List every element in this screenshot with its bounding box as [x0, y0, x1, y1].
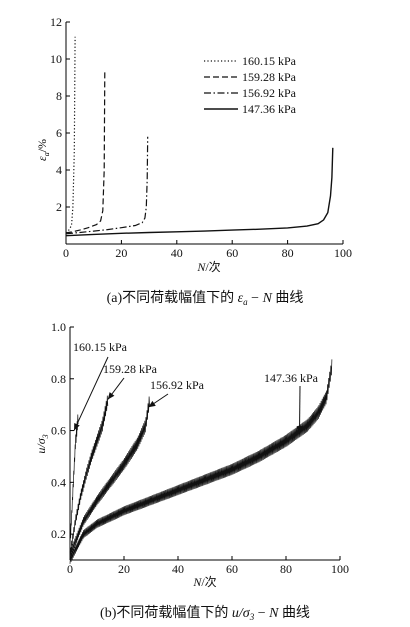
x-tick-label: 100: [331, 562, 349, 576]
x-tick-label: 80: [282, 246, 294, 260]
x-axis-label: N/次: [192, 575, 216, 589]
y-tick-label: 4: [56, 163, 62, 177]
annotation-arrowhead: [296, 426, 303, 434]
y-axis-label: εa/%: [35, 139, 51, 161]
y-tick-label: 12: [50, 15, 62, 29]
series-band: [69, 396, 150, 559]
annotation-label: 159.28 kPa: [103, 362, 158, 376]
y-tick-label: 0.6: [51, 424, 66, 438]
y-tick-label: 10: [50, 52, 62, 66]
series-line: [65, 70, 106, 234]
y-tick-label: 0.8: [51, 372, 66, 386]
y-tick-label: 2: [56, 200, 62, 214]
x-tick-label: 100: [334, 246, 352, 260]
x-tick-label: 40: [171, 246, 183, 260]
legend-entry: 160.15 kPa: [242, 54, 297, 68]
x-tick-label: 60: [226, 562, 238, 576]
x-tick-label: 0: [63, 246, 69, 260]
annotation-arrow: [299, 385, 301, 434]
x-tick-label: 20: [115, 246, 127, 260]
figure-caption: (b)不同荷载幅值下的 u/σ3 − N 曲线: [100, 605, 310, 622]
x-tick-label: 0: [67, 562, 73, 576]
series-line: [65, 136, 149, 235]
x-tick-label: 20: [118, 562, 130, 576]
y-tick-label: 1.0: [51, 320, 66, 334]
legend-entry: 159.28 kPa: [242, 70, 297, 84]
annotation-arrowhead: [148, 400, 156, 408]
x-axis-label: N/次: [196, 260, 220, 274]
y-axis-label: u/σ3: [34, 434, 50, 453]
legend-entry: 147.36 kPa: [242, 102, 297, 116]
x-tick-label: 80: [280, 562, 292, 576]
panel-b-pore-pressure-chart: 0 20 40 60 80 100 0.2 0.4 0.6 0.8 1.0 160.15 kPa 159…: [34, 320, 349, 622]
annotation-label: 156.92 kPa: [150, 378, 205, 392]
y-tick-label: 0.4: [51, 475, 66, 489]
legend-entry: 156.92 kPa: [242, 86, 297, 100]
series-band: [69, 395, 109, 559]
y-tick-label: 6: [56, 126, 62, 140]
series-band: [69, 414, 79, 551]
annotation-arrow: [73, 356, 109, 431]
annotation-arrowhead: [107, 392, 115, 400]
y-tick-label: 8: [56, 89, 62, 103]
series-line: [65, 147, 334, 237]
annotation-label: 147.36 kPa: [264, 371, 319, 385]
figure-caption: (a)不同荷载幅值下的 εa − N 曲线: [107, 290, 304, 307]
series-band: [69, 359, 333, 564]
y-tick-label: 0.2: [51, 527, 66, 541]
x-tick-label: 60: [226, 246, 238, 260]
x-tick-label: 40: [172, 562, 184, 576]
annotation-label: 160.15 kPa: [73, 340, 128, 354]
panel-a-strain-chart: 0 20 40 60 80 100 2 4 6 8 10 12 160.15 kPa 159.28 kPa…: [35, 15, 352, 307]
annotation-arrowhead: [74, 422, 80, 431]
series-line: [65, 36, 76, 234]
